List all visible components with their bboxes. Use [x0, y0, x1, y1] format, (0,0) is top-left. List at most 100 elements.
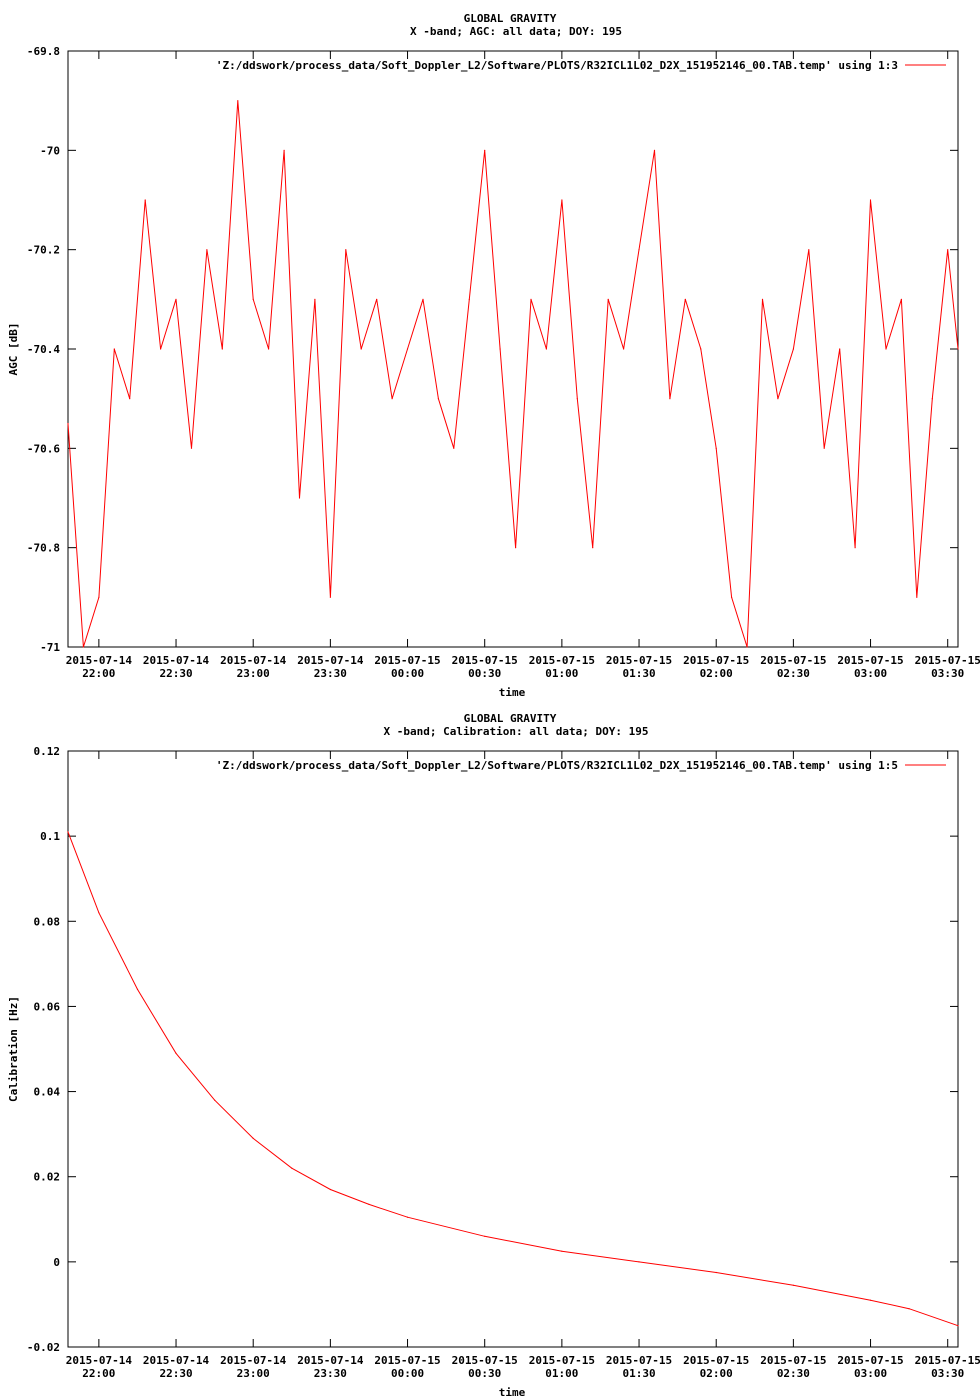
x-tick-time-label: 22:30 — [159, 1367, 192, 1380]
plot-frame — [67, 750, 959, 1348]
data-point — [206, 249, 208, 251]
data-point — [792, 348, 795, 350]
data-point — [561, 199, 563, 201]
data-point — [345, 249, 347, 251]
data-point — [592, 547, 594, 549]
x-tick-date-label: 2015-07-15 — [837, 654, 903, 667]
data-point — [957, 348, 959, 350]
x-tick-time-label: 01:30 — [622, 667, 655, 680]
x-tick-date-label: 2015-07-15 — [374, 1354, 440, 1367]
data-point — [360, 348, 362, 350]
data-point — [136, 988, 139, 991]
data-point — [437, 398, 439, 400]
data-point — [823, 447, 825, 449]
y-tick-label: -69.8 — [27, 45, 60, 58]
data-point — [67, 831, 69, 833]
data-point — [391, 398, 393, 400]
y-tick-label: -70.2 — [27, 244, 60, 257]
x-tick-time-label: 01:00 — [545, 1367, 578, 1380]
data-point — [684, 298, 686, 300]
chart-subtitle: X -band; Calibration: all data; DOY: 195 — [384, 725, 649, 738]
chart-subtitle: X -band; AGC: all data; DOY: 195 — [410, 25, 622, 38]
data-point — [561, 1250, 563, 1252]
x-tick-time-label: 00:00 — [391, 667, 424, 680]
data-point — [761, 298, 764, 300]
x-tick-date-label: 2015-07-14 — [66, 1354, 133, 1367]
x-tick-time-label: 23:00 — [237, 667, 270, 680]
x-tick-date-label: 2015-07-14 — [220, 1354, 287, 1367]
data-point — [746, 646, 748, 648]
x-tick-date-label: 2015-07-15 — [529, 1354, 595, 1367]
x-tick-time-label: 23:30 — [314, 1367, 347, 1380]
y-tick-label: 0.08 — [34, 915, 61, 928]
data-point — [453, 447, 455, 449]
y-tick-label: 0.02 — [34, 1171, 61, 1184]
data-point — [406, 348, 409, 350]
data-point — [731, 596, 733, 598]
x-tick-time-label: 03:30 — [931, 1367, 964, 1380]
y-tick-label: -70.6 — [27, 442, 60, 455]
data-point — [221, 348, 223, 350]
x-tick-date-label: 2015-07-15 — [452, 1354, 518, 1367]
x-tick-date-label: 2015-07-14 — [297, 1354, 364, 1367]
data-point — [854, 547, 856, 549]
x-axis-label: time — [499, 686, 526, 699]
y-tick-label: -70.8 — [27, 542, 60, 555]
data-point — [700, 348, 702, 350]
data-point — [237, 100, 239, 102]
x-tick-time-label: 03:00 — [854, 667, 887, 680]
data-point — [715, 1271, 717, 1274]
x-tick-date-label: 2015-07-15 — [529, 654, 595, 667]
data-point — [175, 298, 177, 300]
data-point — [298, 497, 301, 499]
x-tick-date-label: 2015-07-15 — [374, 654, 440, 667]
x-tick-date-label: 2015-07-15 — [915, 654, 980, 667]
legend-label: 'Z:/ddswork/process_data/Soft_Doppler_L2… — [216, 759, 898, 772]
data-point — [291, 1167, 293, 1169]
data-point — [484, 1235, 486, 1237]
data-point — [808, 249, 810, 251]
data-point — [144, 199, 146, 201]
x-tick-date-label: 2015-07-15 — [606, 1354, 672, 1367]
x-tick-time-label: 22:00 — [82, 667, 115, 680]
plot-frame — [67, 50, 959, 648]
data-point — [214, 1099, 216, 1101]
data-point — [314, 298, 316, 300]
chart-title: GLOBAL GRAVITY — [464, 712, 557, 725]
data-point — [869, 1299, 872, 1301]
x-tick-date-label: 2015-07-14 — [143, 1354, 210, 1367]
x-tick-time-label: 02:00 — [700, 667, 733, 680]
x-tick-date-label: 2015-07-15 — [915, 1354, 980, 1367]
data-point — [669, 398, 671, 400]
data-point — [329, 1188, 331, 1191]
data-point — [638, 249, 640, 251]
data-point — [916, 596, 918, 598]
x-tick-date-label: 2015-07-15 — [760, 1354, 826, 1367]
data-point — [931, 398, 933, 400]
y-tick-label: 0.04 — [34, 1086, 61, 1099]
data-point — [329, 596, 331, 598]
x-tick-time-label: 01:30 — [622, 1367, 655, 1380]
data-point — [869, 199, 872, 201]
data-point — [885, 348, 887, 350]
data-point — [98, 596, 100, 598]
x-tick-time-label: 03:30 — [931, 667, 964, 680]
x-tick-time-label: 23:30 — [314, 667, 347, 680]
x-tick-time-label: 02:30 — [777, 667, 810, 680]
data-point — [908, 1308, 910, 1310]
data-point — [376, 298, 378, 300]
y-tick-label: -70 — [40, 144, 60, 157]
series-line — [67, 831, 959, 1327]
x-tick-date-label: 2015-07-14 — [297, 654, 364, 667]
x-tick-date-label: 2015-07-14 — [66, 654, 133, 667]
x-tick-time-label: 03:00 — [854, 1367, 887, 1380]
y-tick-label: -71 — [40, 641, 60, 654]
x-tick-time-label: 02:30 — [777, 1367, 810, 1380]
y-axis-label: AGC [dB] — [7, 323, 20, 376]
data-point — [422, 298, 424, 300]
data-point — [129, 398, 131, 400]
x-tick-date-label: 2015-07-15 — [683, 1354, 749, 1367]
chart-title: GLOBAL GRAVITY — [464, 12, 557, 25]
